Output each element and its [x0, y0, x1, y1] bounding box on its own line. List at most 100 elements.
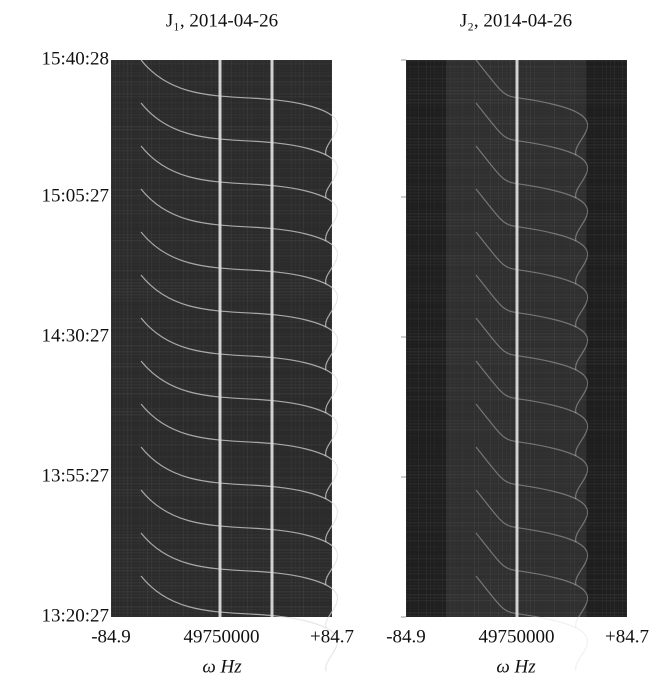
noise-column	[478, 60, 479, 617]
noise-column	[223, 60, 224, 617]
chart-title: J₂, 2014-04-26	[460, 10, 572, 31]
x-axis-label: ω Hz	[202, 656, 242, 677]
noise-column	[434, 60, 435, 617]
noise-column	[191, 60, 192, 617]
y-tick-label: 14:30:27	[41, 325, 109, 346]
doppler-trace	[140, 102, 339, 199]
noise-column	[259, 60, 260, 617]
noise-column	[171, 60, 172, 617]
noise-column	[446, 60, 447, 617]
noise-column	[422, 60, 423, 617]
noise-column	[502, 60, 503, 617]
doppler-trace	[475, 403, 589, 500]
carrier-line	[515, 60, 519, 617]
noise-column	[586, 60, 587, 617]
doppler-trace	[475, 102, 589, 199]
noise-column	[426, 60, 427, 617]
noise-column	[231, 60, 232, 617]
x-tick-label: 49750000	[479, 626, 555, 647]
noise-column	[510, 60, 511, 617]
noise-column	[159, 60, 160, 617]
noise-column	[554, 60, 555, 617]
noise-column	[303, 60, 304, 617]
x-tick-label: -84.9	[386, 626, 426, 647]
noise-column	[187, 60, 188, 617]
noise-column	[534, 60, 535, 617]
noise-column	[602, 60, 603, 617]
noise-column	[414, 60, 415, 617]
doppler-trace	[140, 317, 339, 414]
noise-column	[418, 60, 419, 617]
noise-column	[207, 60, 208, 617]
noise-column	[486, 60, 487, 617]
noise-column	[139, 60, 140, 617]
noise-column	[331, 60, 332, 617]
noise-column	[247, 60, 248, 617]
noise-column	[614, 60, 615, 617]
doppler-trace	[475, 274, 589, 371]
noise-column	[530, 60, 531, 617]
noise-column	[183, 60, 184, 617]
noise-column	[123, 60, 124, 617]
chart-title: J₁, 2014-04-26	[166, 10, 278, 31]
noise-column	[311, 60, 312, 617]
doppler-trace	[475, 231, 589, 328]
noise-column	[594, 60, 595, 617]
noise-column	[458, 60, 459, 617]
noise-column	[506, 60, 507, 617]
noise-column	[315, 60, 316, 617]
x-tick-label: +84.7	[310, 626, 354, 647]
doppler-trace	[140, 403, 339, 500]
noise-column	[558, 60, 559, 617]
noise-column	[135, 60, 136, 617]
noise-column	[490, 60, 491, 617]
y-tick-label: 15:05:27	[41, 185, 109, 206]
noise-column	[590, 60, 591, 617]
noise-column	[147, 60, 148, 617]
noise-column	[299, 60, 300, 617]
doppler-trace	[140, 489, 339, 586]
noise-column	[111, 60, 112, 617]
noise-column	[227, 60, 228, 617]
doppler-trace	[140, 145, 339, 242]
noise-column	[215, 60, 216, 617]
noise-column	[127, 60, 128, 617]
noise-column	[522, 60, 523, 617]
noise-column	[179, 60, 180, 617]
y-tick-label: 13:20:27	[41, 605, 109, 626]
noise-column	[494, 60, 495, 617]
x-axis-label: ω Hz	[496, 656, 536, 677]
noise-column	[307, 60, 308, 617]
doppler-trace	[140, 532, 339, 629]
noise-column	[155, 60, 156, 617]
noise-column	[287, 60, 288, 617]
x-tick-label: +84.7	[605, 626, 649, 647]
doppler-trace	[475, 532, 589, 629]
noise-column	[474, 60, 475, 617]
noise-column	[235, 60, 236, 617]
doppler-trace	[475, 145, 589, 242]
doppler-trace	[475, 489, 589, 586]
y-tick-label: 15:40:28	[41, 48, 109, 69]
doppler-trace	[140, 188, 339, 285]
x-tick-label: -84.9	[91, 626, 131, 647]
noise-column	[239, 60, 240, 617]
noise-column	[410, 60, 411, 617]
doppler-trace	[140, 59, 339, 156]
noise-column	[267, 60, 268, 617]
noise-column	[275, 60, 276, 617]
carrier-line	[218, 60, 222, 617]
noise-column	[482, 60, 483, 617]
spectrogram	[111, 59, 339, 672]
noise-column	[263, 60, 264, 617]
spectrogram	[406, 59, 627, 672]
noise-column	[566, 60, 567, 617]
noise-column	[498, 60, 499, 617]
noise-column	[526, 60, 527, 617]
noise-column	[606, 60, 607, 617]
noise-column	[514, 60, 515, 617]
noise-column	[542, 60, 543, 617]
carrier-line	[270, 60, 274, 617]
doppler-trace	[140, 231, 339, 328]
